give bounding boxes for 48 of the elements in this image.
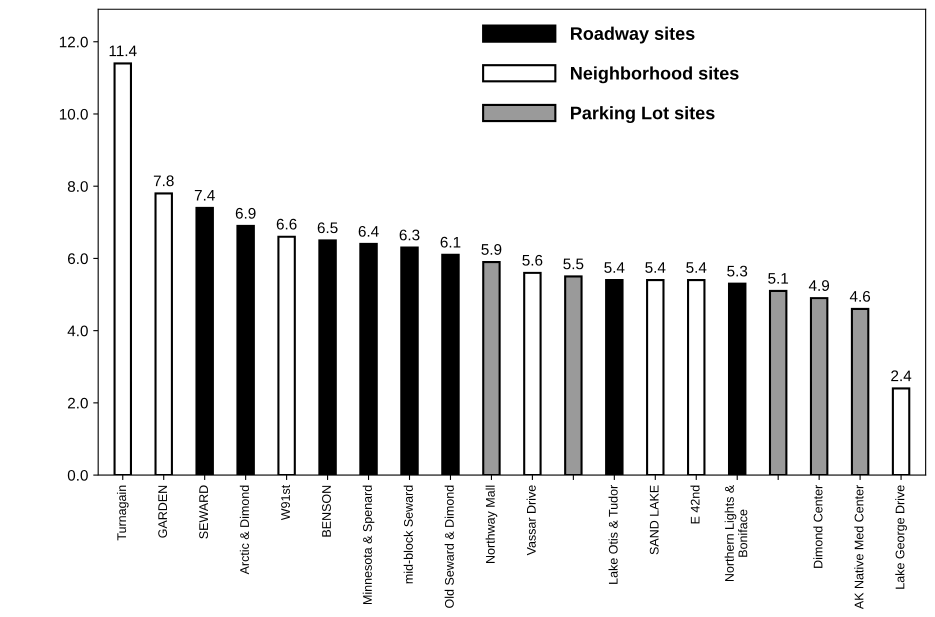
data-label: 4.9 <box>808 280 830 291</box>
x-tick-label: Northway Mall <box>486 486 498 563</box>
data-label: 5.4 <box>604 262 624 273</box>
x-tick-label: AK Native Med Center <box>854 485 864 610</box>
y-tick-label: 0.0 <box>68 470 88 481</box>
data-label: 6.1 <box>440 236 460 248</box>
x-tick-label: Lake George Drive <box>895 485 907 589</box>
data-label: 7.4 <box>194 190 215 201</box>
x-tick-label: mid-block Seward <box>404 486 413 584</box>
x-tick-label: GARDEN <box>158 486 168 538</box>
data-label: 11.4 <box>110 46 137 56</box>
x-tick-label: W91st <box>281 484 290 520</box>
x-tick-label: Old Seward & Dimond <box>444 486 454 608</box>
data-label: 5.4 <box>686 262 706 273</box>
data-label: 5.4 <box>645 262 666 273</box>
x-tick-label: Minnesota & Spenard <box>362 486 374 604</box>
legend-label: Neighborhood sites <box>570 66 739 84</box>
data-label: 6.5 <box>318 222 338 234</box>
legend-label: Parking Lot sites <box>570 106 715 124</box>
data-label: 5.9 <box>481 244 502 255</box>
y-tick-label: 4.0 <box>68 326 88 336</box>
data-label: 6.9 <box>236 208 256 219</box>
x-tick-label: Northern Lights & Boniface <box>724 485 748 582</box>
data-label: 5.5 <box>563 258 584 270</box>
legend-label: Roadway sites <box>570 26 694 44</box>
y-tick-label: 6.0 <box>68 253 88 264</box>
data-label: 5.6 <box>522 254 542 266</box>
x-tick-label: BENSON <box>322 486 331 537</box>
data-label: 6.4 <box>358 226 379 237</box>
x-tick-label: E 42nd <box>690 486 700 524</box>
x-tick-label: Lake Otis & Tudor <box>608 485 618 584</box>
data-label: 7.8 <box>154 175 174 186</box>
y-tick-label: 10.0 <box>60 108 88 120</box>
x-tick-label: Turnagain <box>116 486 129 540</box>
data-label: 2.4 <box>891 370 912 382</box>
y-tick-label: 12.0 <box>60 36 88 48</box>
x-tick-label: SAND LAKE <box>650 485 659 554</box>
data-label: 5.3 <box>727 266 748 277</box>
x-tick-label: Arctic & Dimond <box>240 486 249 574</box>
x-tick-label: Dimond Center <box>813 485 822 568</box>
x-tick-label: Vassar Drive <box>526 485 536 556</box>
x-tick-label: SEWARD <box>199 485 208 539</box>
data-label: 6.6 <box>276 218 297 230</box>
data-label: 6.3 <box>400 230 420 240</box>
y-tick-label: 8.0 <box>68 181 88 192</box>
y-tick-label: 2.0 <box>68 398 88 409</box>
data-label: 4.6 <box>850 290 870 302</box>
data-label: 5.1 <box>768 273 788 284</box>
